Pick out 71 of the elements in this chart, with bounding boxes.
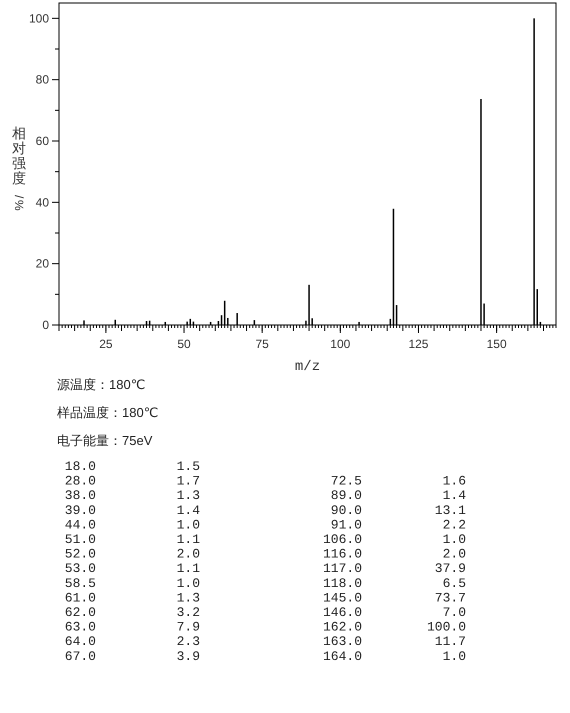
text: 89.0 — [330, 488, 362, 504]
text: 91.0 — [330, 517, 362, 532]
text: 电子能量：75eV — [57, 433, 153, 448]
text: 2.0 — [176, 546, 200, 562]
text: 64.0 — [64, 634, 96, 650]
text: 52.0 — [64, 546, 96, 562]
text: 72.5 — [330, 474, 362, 489]
text: 51.0 — [64, 532, 96, 547]
text: 1.4 — [176, 502, 200, 518]
text: 90.0 — [330, 502, 362, 518]
x-axis-title: m/z — [294, 359, 320, 375]
text: 39.0 — [64, 502, 96, 518]
text: 62.0 — [64, 605, 96, 620]
x-tick-label: 25 — [99, 337, 113, 351]
text: 7.9 — [176, 620, 200, 635]
y-axis-title: 相对强度/% — [12, 125, 26, 211]
text: 28.0 — [64, 474, 96, 489]
text: 146.0 — [322, 605, 362, 620]
text: 1.5 — [176, 459, 200, 474]
text: 117.0 — [322, 561, 362, 576]
text: 1.0 — [442, 532, 466, 547]
text: 145.0 — [322, 590, 362, 606]
text: 6.5 — [442, 576, 466, 591]
text: 163.0 — [322, 634, 362, 650]
x-tick-label: 50 — [177, 337, 192, 351]
x-tick-label: 150 — [486, 337, 507, 351]
text: 1.3 — [176, 488, 200, 504]
text: 1.7 — [176, 474, 200, 489]
y-tick-label: 80 — [36, 72, 50, 87]
text: 37.9 — [434, 561, 466, 576]
text: 1.3 — [176, 590, 200, 606]
x-tick-label: 75 — [255, 337, 270, 351]
y-tick-label: 40 — [36, 195, 50, 210]
text: 63.0 — [64, 620, 96, 635]
text: 44.0 — [64, 517, 96, 532]
text: 116.0 — [322, 546, 362, 562]
text: 61.0 — [64, 590, 96, 606]
y-tick-label: 60 — [36, 134, 50, 148]
text: 3.2 — [176, 605, 200, 620]
text: 2.2 — [442, 517, 466, 532]
text: 164.0 — [322, 648, 362, 664]
text: 源温度：180℃ — [57, 377, 146, 392]
text: 13.1 — [434, 502, 466, 518]
text: 67.0 — [64, 648, 96, 664]
y-tick-label: 20 — [36, 256, 50, 271]
y-tick-label: 100 — [28, 11, 50, 26]
text: 11.7 — [434, 634, 466, 650]
text: 样品温度：180℃ — [57, 405, 158, 420]
text: 1.0 — [176, 576, 200, 591]
text: 100.0 — [426, 620, 466, 635]
text: 162.0 — [322, 620, 362, 635]
text: 18.0 — [64, 459, 96, 474]
y-tick-label: 0 — [42, 318, 50, 332]
text: 2.3 — [176, 634, 200, 650]
x-tick-label: 100 — [330, 337, 351, 351]
text: 106.0 — [322, 532, 362, 547]
text: 7.0 — [442, 605, 466, 620]
text: 53.0 — [64, 561, 96, 576]
text: 1.0 — [442, 648, 466, 664]
text: 1.1 — [176, 561, 200, 576]
text: 1.1 — [176, 532, 200, 547]
text: 3.9 — [176, 648, 200, 664]
text: 1.4 — [442, 488, 466, 504]
text: 38.0 — [64, 488, 96, 504]
text: 73.7 — [434, 590, 466, 606]
text: 118.0 — [322, 576, 362, 591]
x-tick-label: 125 — [408, 337, 429, 351]
text: 2.0 — [442, 546, 466, 562]
text: 1.6 — [442, 474, 466, 489]
text: 1.0 — [176, 517, 200, 532]
text: 58.5 — [64, 576, 96, 591]
